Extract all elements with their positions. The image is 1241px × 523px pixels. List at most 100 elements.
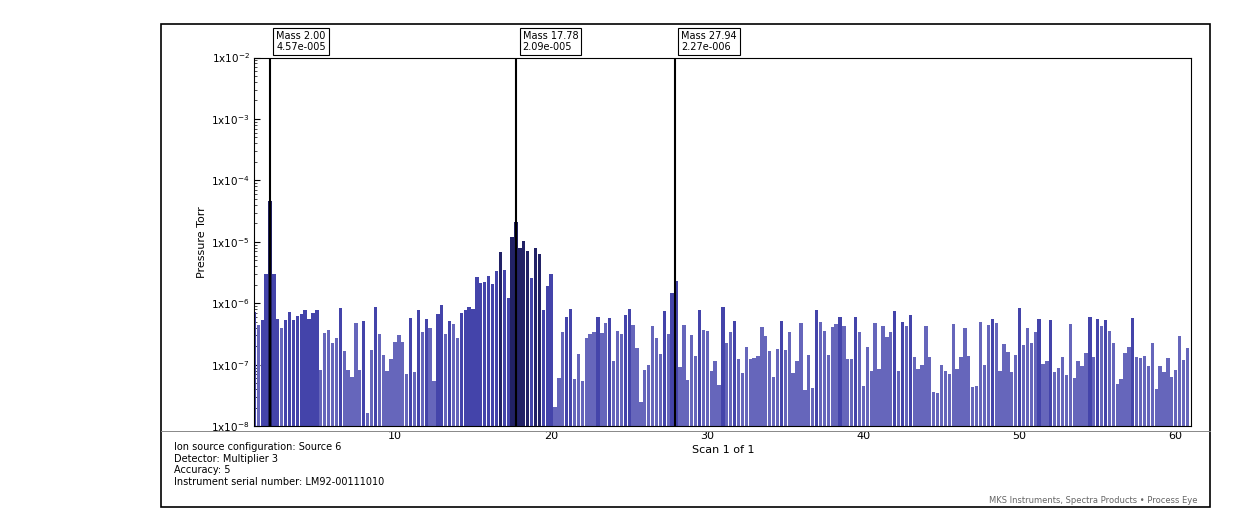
Bar (1092, 357, 1096, 523)
Bar (1057, 368, 1060, 523)
Bar (679, 367, 681, 523)
Bar (280, 327, 283, 523)
Bar (928, 357, 932, 523)
Bar (1186, 348, 1189, 523)
Bar (1163, 372, 1165, 523)
Bar (604, 323, 607, 523)
Bar (764, 336, 767, 523)
Bar (1096, 319, 1100, 523)
Bar (437, 314, 439, 523)
Bar (1088, 317, 1092, 523)
Bar (674, 281, 678, 523)
Bar (308, 319, 310, 523)
Bar (577, 354, 580, 523)
Bar (377, 334, 381, 523)
Bar (503, 269, 506, 523)
Bar (557, 378, 561, 523)
Bar (728, 332, 732, 523)
Bar (268, 201, 272, 523)
Bar (783, 349, 787, 523)
Bar (1154, 389, 1158, 523)
Bar (897, 371, 900, 523)
Bar (1030, 343, 1033, 523)
Bar (386, 371, 388, 523)
Bar (839, 317, 841, 523)
Bar (1045, 360, 1049, 523)
Bar (970, 387, 974, 523)
Bar (370, 350, 374, 523)
Bar (666, 334, 670, 523)
Bar (963, 328, 967, 523)
Bar (326, 330, 330, 523)
Bar (761, 327, 763, 523)
Bar (1014, 355, 1018, 523)
Bar (537, 254, 541, 523)
Bar (874, 323, 877, 523)
Bar (319, 370, 323, 523)
Bar (561, 332, 565, 523)
Bar (335, 337, 338, 523)
Text: MKS Instruments, Spectra Products • Process Eye: MKS Instruments, Spectra Products • Proc… (989, 496, 1198, 505)
Bar (721, 307, 725, 523)
Bar (885, 337, 889, 523)
Bar (272, 274, 276, 523)
Bar (441, 304, 443, 523)
Bar (619, 334, 623, 523)
Bar (374, 306, 377, 523)
Bar (1170, 377, 1174, 523)
Bar (253, 312, 256, 523)
Bar (967, 356, 970, 523)
Bar (472, 309, 475, 523)
Bar (1116, 384, 1119, 523)
Bar (792, 373, 794, 523)
Bar (304, 310, 307, 523)
Bar (1003, 344, 1005, 523)
Bar (257, 325, 259, 523)
Bar (706, 332, 709, 523)
Bar (779, 321, 783, 523)
X-axis label: Scan 1 of 1: Scan 1 of 1 (691, 445, 755, 456)
Bar (455, 338, 459, 523)
Bar (1076, 361, 1080, 523)
Bar (714, 361, 717, 523)
Bar (683, 325, 685, 523)
Bar (912, 357, 916, 523)
Bar (690, 335, 694, 523)
Bar (401, 343, 405, 523)
Bar (752, 358, 756, 523)
Bar (1049, 320, 1052, 523)
Bar (550, 275, 552, 523)
Bar (284, 320, 288, 523)
Bar (519, 248, 521, 523)
Bar (292, 320, 295, 523)
Bar (452, 324, 455, 523)
Bar (510, 237, 514, 523)
Bar (331, 343, 334, 523)
Bar (1143, 356, 1147, 523)
Bar (486, 276, 490, 523)
Bar (748, 359, 752, 523)
Bar (815, 310, 818, 523)
Bar (413, 372, 416, 523)
Bar (834, 324, 838, 523)
Bar (608, 318, 612, 523)
Bar (697, 310, 701, 523)
Bar (1167, 358, 1169, 523)
Bar (894, 311, 896, 523)
Bar (983, 365, 987, 523)
Bar (725, 343, 728, 523)
Bar (381, 355, 385, 523)
Bar (932, 392, 936, 523)
Bar (925, 326, 927, 523)
Text: Mass 27.94
2.27e-006: Mass 27.94 2.27e-006 (681, 31, 737, 52)
Bar (479, 283, 483, 523)
Bar (354, 323, 357, 523)
Bar (889, 332, 892, 523)
Bar (866, 347, 869, 523)
Bar (737, 359, 740, 523)
Bar (612, 361, 616, 523)
Bar (936, 393, 939, 523)
Bar (975, 386, 978, 523)
Bar (495, 271, 498, 523)
Bar (768, 351, 772, 523)
